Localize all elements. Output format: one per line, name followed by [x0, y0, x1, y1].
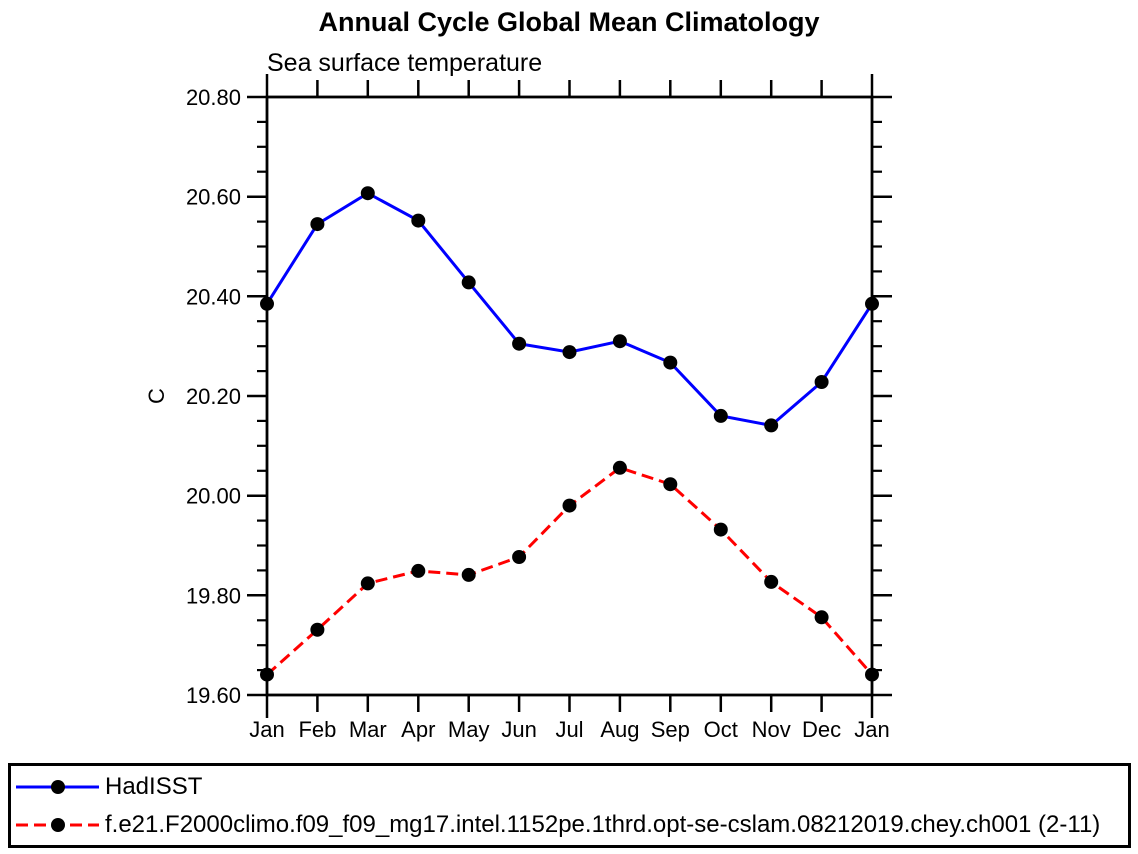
series-1-data-point-marker: [260, 667, 274, 682]
x-tick-label: Jul: [555, 717, 583, 742]
series-1-data-point-marker: [764, 574, 779, 589]
y-tick-label: 19.60: [186, 683, 241, 708]
y-tick-label: 20.40: [186, 284, 241, 309]
x-tick-label: Apr: [401, 717, 435, 742]
series-0-data-point-marker: [764, 418, 779, 433]
x-tick-label: Feb: [298, 717, 336, 742]
legend-sample-marker-1: [51, 817, 65, 832]
chart-title: Annual Cycle Global Mean Climatology: [318, 7, 819, 37]
legend-item-model: f.e21.F2000climo.f09_f09_mg17.intel.1152…: [11, 806, 1128, 844]
y-tick-label: 20.60: [186, 185, 241, 210]
series-0-data-point-marker: [461, 275, 476, 290]
legend-line-sample-hadisst: [16, 779, 99, 794]
series-1-data-point-marker: [360, 576, 375, 591]
series-1-data-point-marker: [713, 522, 728, 537]
x-tick-label: May: [448, 717, 490, 742]
y-tick-label: 20.80: [186, 85, 241, 110]
series-1-data-point-marker: [865, 667, 879, 682]
x-tick-label: Sep: [651, 717, 690, 742]
series-0-data-point-marker: [713, 408, 728, 423]
x-tick-label: Aug: [600, 717, 639, 742]
plot-area: Jan Feb Mar Apr May Jun Jul Aug Sep Oct Nov Dec Jan 1…: [186, 74, 892, 742]
series-1-data-point-marker: [411, 563, 426, 578]
y-tick-label: 19.80: [186, 583, 241, 608]
series-0-data-point-marker: [360, 186, 375, 201]
series-0-data-point-marker: [512, 336, 527, 351]
y-tick-label: 20.20: [186, 384, 241, 409]
legend-sample-marker-0: [51, 779, 65, 794]
series-1-data-point-marker: [512, 550, 527, 564]
x-tick-label: Nov: [752, 717, 791, 742]
x-tick-label: Jan: [854, 717, 889, 742]
legend: HadISST f.e21.F2000climo.f09_f09_mg17.in…: [8, 763, 1131, 848]
series-1-data-point-marker: [310, 622, 325, 637]
y-tick-label: 20.00: [186, 484, 241, 509]
legend-item-hadisst: HadISST: [11, 768, 1128, 806]
series-0-data-point-marker: [865, 296, 879, 311]
legend-label-model: f.e21.F2000climo.f09_f09_mg17.intel.1152…: [105, 810, 1101, 838]
chart-subtitle: Sea surface temperature: [267, 49, 542, 77]
chart-canvas: Annual Cycle Global Mean Climatology Sea…: [144, 7, 892, 742]
series-1-data-point-marker: [612, 460, 627, 475]
series-1-data-point-marker: [461, 567, 476, 582]
series-1-data-point-marker: [562, 498, 577, 513]
series-0-data-point-marker: [310, 217, 325, 232]
legend-line-sample-model: [16, 817, 99, 832]
x-tick-label: Jan: [249, 717, 284, 742]
series-0-line: [265, 191, 874, 428]
plot-frame: [265, 95, 874, 697]
series-0-data-point-marker: [814, 375, 829, 389]
series-0-data-point-marker: [612, 334, 627, 349]
series-1-data-point-marker: [814, 610, 829, 625]
series-0-data-point-marker: [411, 213, 426, 228]
series-0-data-point-marker: [562, 345, 577, 360]
series-1-data-point-marker: [663, 477, 678, 492]
series-0-data-point-marker: [663, 355, 678, 370]
x-tick-label: Dec: [802, 717, 841, 742]
x-tick-label: Mar: [349, 717, 387, 742]
series-0-data-point-marker: [260, 296, 274, 311]
y-axis-title: C: [144, 388, 169, 404]
x-tick-label: Oct: [704, 717, 738, 742]
x-tick-label: Jun: [501, 717, 536, 742]
legend-label-hadisst: HadISST: [105, 772, 203, 800]
